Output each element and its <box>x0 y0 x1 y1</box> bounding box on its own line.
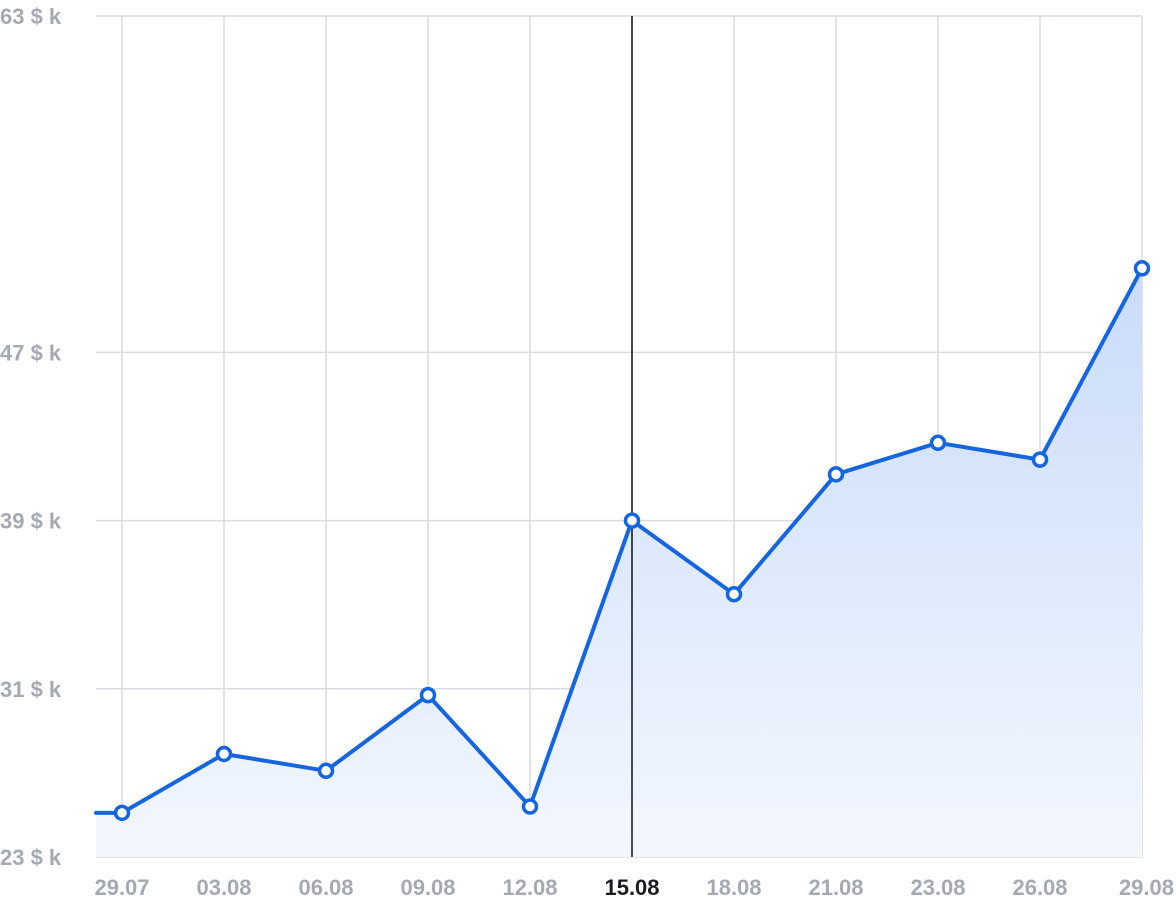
x-tick-label: 21.08 <box>808 875 863 900</box>
data-point-12-08 <box>521 798 539 815</box>
point-layer <box>113 260 1151 822</box>
data-point-29-07 <box>113 804 131 822</box>
data-point-29-08 <box>1133 260 1151 277</box>
x-tick-label-active: 15.08 <box>604 875 659 900</box>
y-tick-label: 63 $ k <box>0 4 62 29</box>
x-tick-label: 26.08 <box>1012 875 1067 900</box>
data-point-26-08 <box>1031 451 1049 468</box>
x-tick-label: 23.08 <box>910 875 965 900</box>
data-point-21-08 <box>827 466 845 483</box>
y-tick-label: 23 $ k <box>0 845 62 870</box>
x-tick-label: 18.08 <box>706 875 761 900</box>
y-tick-label: 39 $ k <box>0 509 62 534</box>
data-point-18-08 <box>725 585 743 603</box>
data-point-15-08 <box>623 512 641 529</box>
y-tick-label: 47 $ k <box>0 340 62 365</box>
x-tick-label: 12.08 <box>502 875 557 900</box>
x-tick-label: 29.08 <box>1119 875 1174 900</box>
y-axis: 23 $ k 31 $ k 39 $ k 47 $ k 63 $ k <box>0 4 62 870</box>
x-tick-label: 09.08 <box>400 875 455 900</box>
data-point-23-08 <box>929 434 947 452</box>
series-line <box>94 266 1144 815</box>
x-axis: 29.07 03.08 06.08 09.08 12.08 15.08 18.08 21.08… <box>94 875 1174 900</box>
line-layer <box>94 266 1144 815</box>
data-point-03-08 <box>215 745 233 763</box>
data-point-09-08 <box>419 686 437 704</box>
x-tick-label: 29.07 <box>94 875 149 900</box>
x-tick-label: 03.08 <box>196 875 251 900</box>
x-tick-label: 06.08 <box>298 875 353 900</box>
data-point-06-08 <box>317 762 335 780</box>
y-tick-label: 31 $ k <box>0 677 62 702</box>
